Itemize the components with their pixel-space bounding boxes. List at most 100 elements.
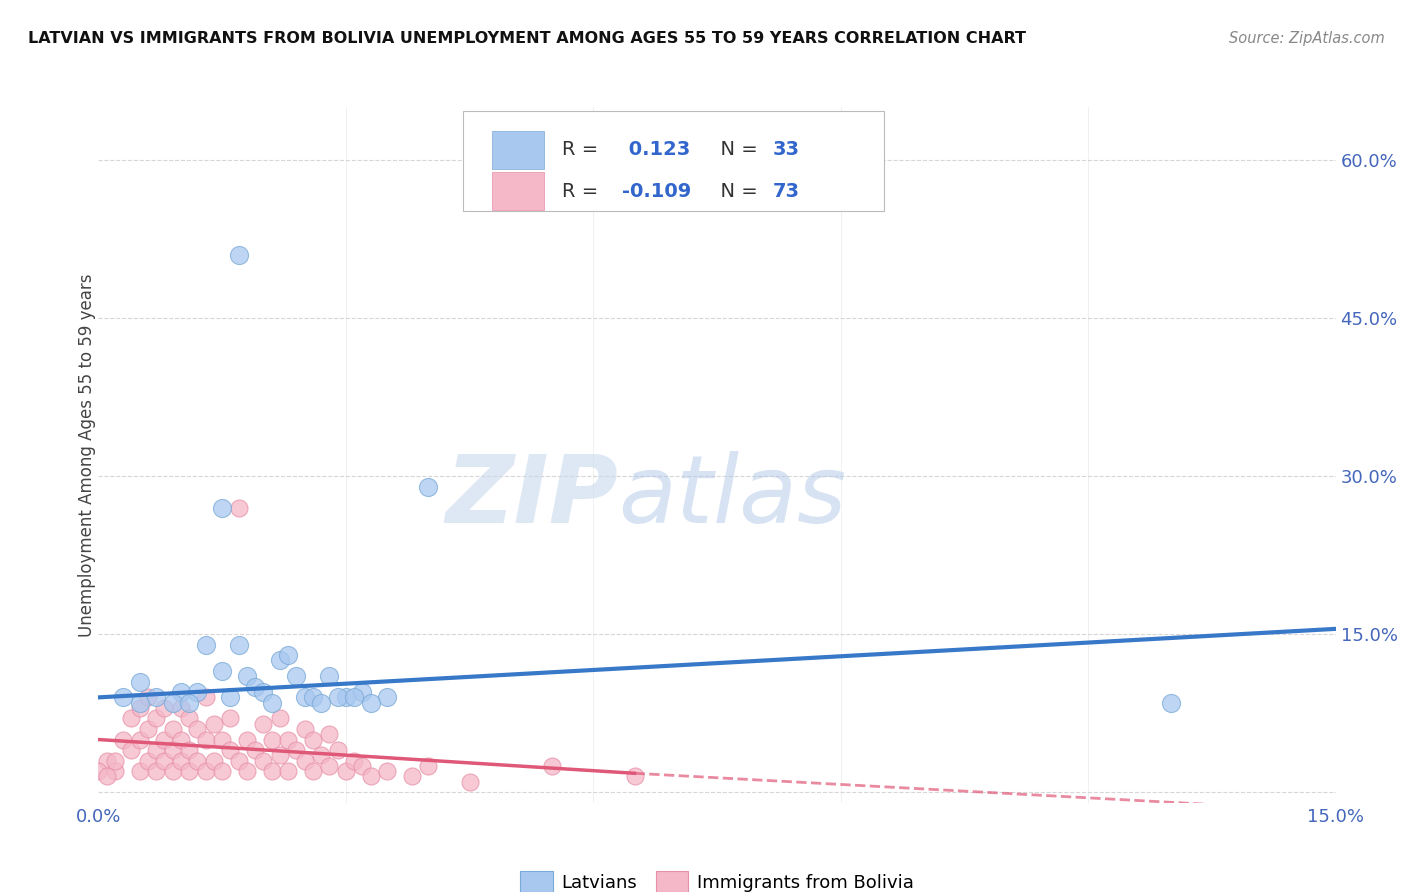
Point (194, 638, 217, 652)
Point (302, 690, 325, 705)
Point (179, 743, 201, 757)
Point (302, 732, 325, 747)
Point (1160, 696, 1182, 710)
Point (219, 690, 242, 705)
Point (170, 685, 193, 699)
Text: N =: N = (709, 140, 765, 159)
Point (285, 743, 308, 757)
Point (260, 764, 283, 779)
Point (260, 732, 283, 747)
Point (418, 759, 440, 773)
Text: 33: 33 (773, 140, 800, 159)
Point (285, 669, 308, 683)
Point (128, 732, 150, 747)
Point (211, 732, 233, 747)
Point (194, 732, 217, 747)
Point (375, 764, 398, 779)
Point (128, 674, 150, 689)
Point (162, 764, 184, 779)
Text: LATVIAN VS IMMIGRANTS FROM BOLIVIA UNEMPLOYMENT AMONG AGES 55 TO 59 YEARS CORREL: LATVIAN VS IMMIGRANTS FROM BOLIVIA UNEMP… (28, 31, 1026, 46)
Point (112, 732, 135, 747)
Point (252, 754, 274, 768)
Point (360, 696, 382, 710)
Text: 0.123: 0.123 (621, 140, 690, 159)
Point (186, 754, 208, 768)
Legend: Latvians, Immigrants from Bolivia: Latvians, Immigrants from Bolivia (513, 864, 921, 892)
Point (623, 769, 645, 783)
Point (318, 759, 340, 773)
Point (375, 690, 398, 705)
Point (170, 754, 193, 768)
Point (194, 690, 217, 705)
Point (136, 754, 159, 768)
Text: ZIP: ZIP (446, 450, 619, 542)
Point (309, 748, 332, 763)
Point (401, 769, 423, 783)
Point (153, 701, 176, 715)
Point (136, 690, 159, 705)
Point (202, 754, 225, 768)
Point (186, 685, 208, 699)
Point (96, 754, 118, 768)
Point (243, 680, 266, 694)
Point (277, 764, 299, 779)
Point (352, 759, 374, 773)
Y-axis label: Unemployment Among Ages 55 to 59 years: Unemployment Among Ages 55 to 59 years (79, 273, 96, 637)
Point (211, 500, 233, 515)
Text: atlas: atlas (619, 451, 846, 542)
Point (145, 711, 167, 725)
Point (228, 247, 250, 261)
Point (112, 690, 135, 705)
Point (136, 722, 159, 736)
Point (309, 696, 332, 710)
Point (120, 743, 142, 757)
Point (343, 754, 366, 768)
Point (219, 743, 242, 757)
Point (318, 727, 340, 741)
Point (179, 696, 201, 710)
Point (326, 690, 349, 705)
Point (219, 711, 242, 725)
Point (104, 754, 127, 768)
Point (162, 722, 184, 736)
Point (294, 754, 316, 768)
Point (228, 500, 250, 515)
Point (145, 764, 167, 779)
Point (360, 769, 382, 783)
Point (145, 690, 167, 705)
Point (335, 764, 357, 779)
Point (202, 716, 225, 731)
Point (294, 722, 316, 736)
Point (128, 696, 150, 710)
Point (335, 690, 357, 705)
Point (162, 696, 184, 710)
Text: -0.109: -0.109 (621, 181, 690, 201)
Point (243, 743, 266, 757)
Text: R =: R = (562, 181, 605, 201)
Point (269, 653, 291, 667)
FancyBboxPatch shape (464, 111, 884, 211)
Point (352, 685, 374, 699)
Bar (492, 172, 544, 211)
Point (269, 748, 291, 763)
Point (277, 648, 299, 663)
Bar (492, 130, 544, 169)
Point (153, 732, 176, 747)
Point (236, 764, 259, 779)
Point (458, 774, 481, 789)
Point (277, 732, 299, 747)
Point (541, 759, 564, 773)
Point (128, 701, 150, 715)
Point (170, 732, 193, 747)
Point (318, 669, 340, 683)
Point (186, 722, 208, 736)
Text: N =: N = (709, 181, 765, 201)
Text: R =: R = (562, 140, 605, 159)
Point (343, 690, 366, 705)
Point (120, 711, 142, 725)
Point (145, 743, 167, 757)
Point (294, 690, 316, 705)
Point (179, 711, 201, 725)
Point (96, 769, 118, 783)
Point (236, 732, 259, 747)
